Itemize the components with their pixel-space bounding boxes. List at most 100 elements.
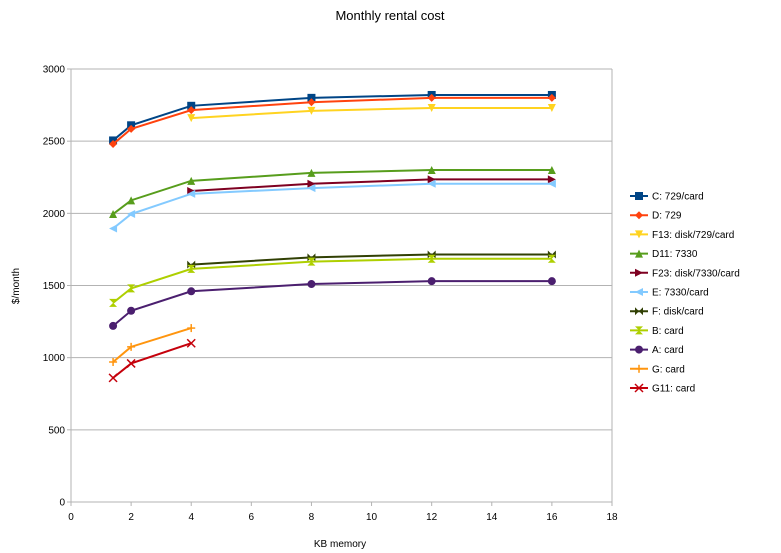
data-point bbox=[635, 249, 643, 258]
legend-label: D: 729 bbox=[652, 211, 682, 222]
marker-triangle-up bbox=[187, 176, 196, 185]
data-point bbox=[109, 210, 118, 219]
marker-cross-b bbox=[186, 338, 196, 348]
legend-item: F: disk/card bbox=[630, 307, 704, 318]
series-line bbox=[112, 257, 552, 304]
data-point bbox=[635, 364, 643, 373]
legend-label: F: disk/card bbox=[652, 307, 704, 318]
data-point bbox=[635, 268, 643, 277]
series-line bbox=[112, 96, 552, 145]
data-point bbox=[427, 277, 436, 286]
marker-triangle-left bbox=[109, 224, 118, 233]
y-tick-labels: 0 500 1000 1500 2000 2500 3000 bbox=[43, 65, 66, 509]
marker-triangle-left bbox=[635, 288, 643, 296]
legend-label: F23: disk/7330/card bbox=[652, 268, 740, 279]
y-tick-label: 1000 bbox=[43, 353, 66, 364]
marker-hourglass-bottom bbox=[635, 330, 643, 335]
marker-diamond bbox=[127, 124, 136, 133]
legend-item: F13: disk/729/card bbox=[630, 230, 734, 241]
y-axis-title: $/month bbox=[11, 268, 22, 304]
axes bbox=[70, 69, 613, 503]
legend-label: B: card bbox=[652, 326, 684, 337]
data-point bbox=[109, 224, 118, 233]
marker-circle bbox=[109, 321, 118, 330]
legend-item: A: card bbox=[630, 345, 684, 356]
data-point bbox=[187, 287, 196, 296]
y-tick-label: 1500 bbox=[43, 281, 66, 292]
data-point bbox=[187, 101, 196, 110]
data-point bbox=[427, 254, 436, 263]
legend-item: D11: 7330 bbox=[630, 249, 698, 260]
marker-bowtie-left bbox=[427, 250, 432, 259]
marker-square bbox=[635, 192, 643, 200]
series-11 bbox=[108, 338, 196, 383]
data-point bbox=[635, 288, 643, 296]
marker-triangle-right bbox=[547, 175, 556, 184]
data-point bbox=[635, 230, 643, 239]
marker-diamond bbox=[187, 106, 196, 115]
data-point bbox=[109, 321, 118, 330]
data-point bbox=[427, 103, 436, 112]
data-point bbox=[634, 383, 644, 393]
marker-triangle-down bbox=[635, 230, 643, 239]
data-point bbox=[187, 260, 196, 269]
marker-bowtie-right bbox=[311, 253, 316, 262]
series-3 bbox=[187, 103, 556, 123]
data-point bbox=[109, 298, 118, 307]
marker-triangle-up bbox=[427, 166, 436, 175]
data-point bbox=[307, 168, 316, 177]
x-tick-label: 14 bbox=[486, 512, 498, 523]
series-group bbox=[108, 90, 556, 383]
series-line bbox=[112, 342, 192, 379]
marker-circle bbox=[635, 345, 643, 354]
marker-cross-b bbox=[108, 373, 118, 383]
data-point bbox=[109, 140, 118, 149]
marker-bowtie-right bbox=[639, 307, 643, 316]
marker-triangle-up bbox=[635, 249, 643, 258]
marker-diamond bbox=[109, 140, 118, 149]
marker-diamond bbox=[547, 93, 556, 102]
data-point bbox=[547, 250, 556, 259]
marker-triangle-right bbox=[307, 179, 316, 188]
x-tick-labels: 0 2 4 6 8 10 12 14 16 18 bbox=[68, 512, 618, 523]
marker-triangle-down bbox=[307, 106, 316, 115]
data-point bbox=[187, 189, 196, 198]
marker-circle bbox=[427, 277, 436, 286]
x-tick-label: 12 bbox=[426, 512, 438, 523]
marker-diamond bbox=[635, 211, 643, 220]
marker-circle bbox=[547, 277, 556, 286]
marker-circle bbox=[187, 287, 196, 296]
legend-label: D11: 7330 bbox=[652, 249, 698, 260]
data-point bbox=[427, 179, 436, 188]
series-10 bbox=[109, 324, 196, 366]
data-point bbox=[187, 324, 196, 333]
data-point bbox=[187, 114, 196, 123]
data-point bbox=[307, 184, 316, 193]
data-point bbox=[127, 284, 136, 293]
x-tick-label: 6 bbox=[249, 512, 255, 523]
marker-hourglass-bottom bbox=[127, 288, 136, 293]
data-point bbox=[307, 179, 316, 188]
series-8 bbox=[109, 254, 556, 307]
data-point bbox=[547, 175, 556, 184]
marker-diamond bbox=[427, 93, 436, 102]
data-point bbox=[547, 103, 556, 112]
marker-hourglass-bottom bbox=[427, 258, 436, 263]
legend-item: E: 7330/card bbox=[630, 288, 709, 299]
marker-triangle-right bbox=[635, 268, 643, 277]
x-tick-label: 16 bbox=[546, 512, 558, 523]
x-tick-label: 4 bbox=[188, 512, 194, 523]
marker-bowtie-right bbox=[191, 260, 196, 269]
marker-cross-b bbox=[634, 383, 644, 393]
marker-bowtie-left bbox=[635, 307, 639, 316]
legend-label: A: card bbox=[652, 345, 684, 356]
data-point bbox=[307, 98, 316, 107]
y-tick-label: 500 bbox=[48, 425, 65, 436]
legend-label: G: card bbox=[652, 364, 685, 375]
marker-hourglass-top bbox=[547, 254, 556, 259]
y-tick-label: 0 bbox=[59, 498, 65, 509]
marker-bowtie-right bbox=[431, 250, 436, 259]
marker-hourglass-bottom bbox=[109, 302, 118, 307]
legend-item: G: card bbox=[630, 364, 685, 375]
